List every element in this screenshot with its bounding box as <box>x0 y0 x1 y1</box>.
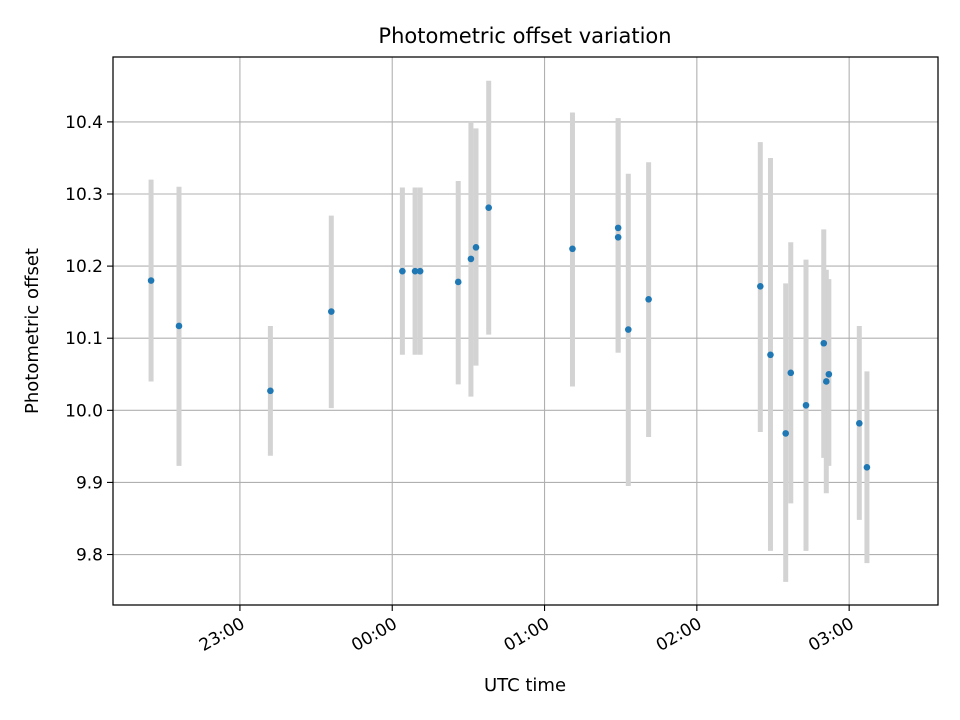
data-point <box>823 378 830 385</box>
y-tick-label: 10.3 <box>65 185 103 205</box>
data-point <box>454 278 462 286</box>
plot-frame <box>112 56 939 606</box>
data-point <box>787 369 795 377</box>
data-point <box>467 255 475 263</box>
data-point <box>767 351 774 359</box>
data-point <box>328 308 335 315</box>
x-axis-label: UTC time <box>484 675 566 696</box>
data-point <box>399 267 406 275</box>
data-point <box>267 387 274 395</box>
data-point <box>614 224 622 232</box>
y-tick-label: 10.1 <box>65 329 103 349</box>
data-point <box>485 204 492 211</box>
data-point <box>825 370 833 378</box>
data-point <box>147 277 155 284</box>
data-point <box>614 233 622 241</box>
chart-title: Photometric offset variation <box>378 24 671 48</box>
data-point <box>175 322 183 330</box>
y-tick-label: 10.0 <box>65 401 103 421</box>
data-point <box>569 245 576 253</box>
y-axis-label: Photometric offset <box>22 248 43 414</box>
y-tick-label: 9.9 <box>76 473 103 493</box>
data-point <box>856 419 863 427</box>
data-point <box>625 326 632 333</box>
y-axis-ticks: 9.8 9.9 10.0 10.1 10.2 10.3 10.4 <box>65 113 113 566</box>
y-tick-label: 9.8 <box>76 546 103 566</box>
data-point <box>782 430 789 437</box>
data-point <box>820 339 828 347</box>
data-point <box>472 244 480 251</box>
grid <box>113 57 938 605</box>
data-point <box>757 282 764 290</box>
data-point <box>411 267 419 275</box>
data-point <box>416 267 424 275</box>
data-point <box>802 401 810 409</box>
data-points <box>147 204 871 471</box>
data-point <box>645 295 652 303</box>
y-tick-label: 10.4 <box>65 113 103 133</box>
y-tick-label: 10.2 <box>65 257 103 277</box>
data-point <box>863 463 871 471</box>
